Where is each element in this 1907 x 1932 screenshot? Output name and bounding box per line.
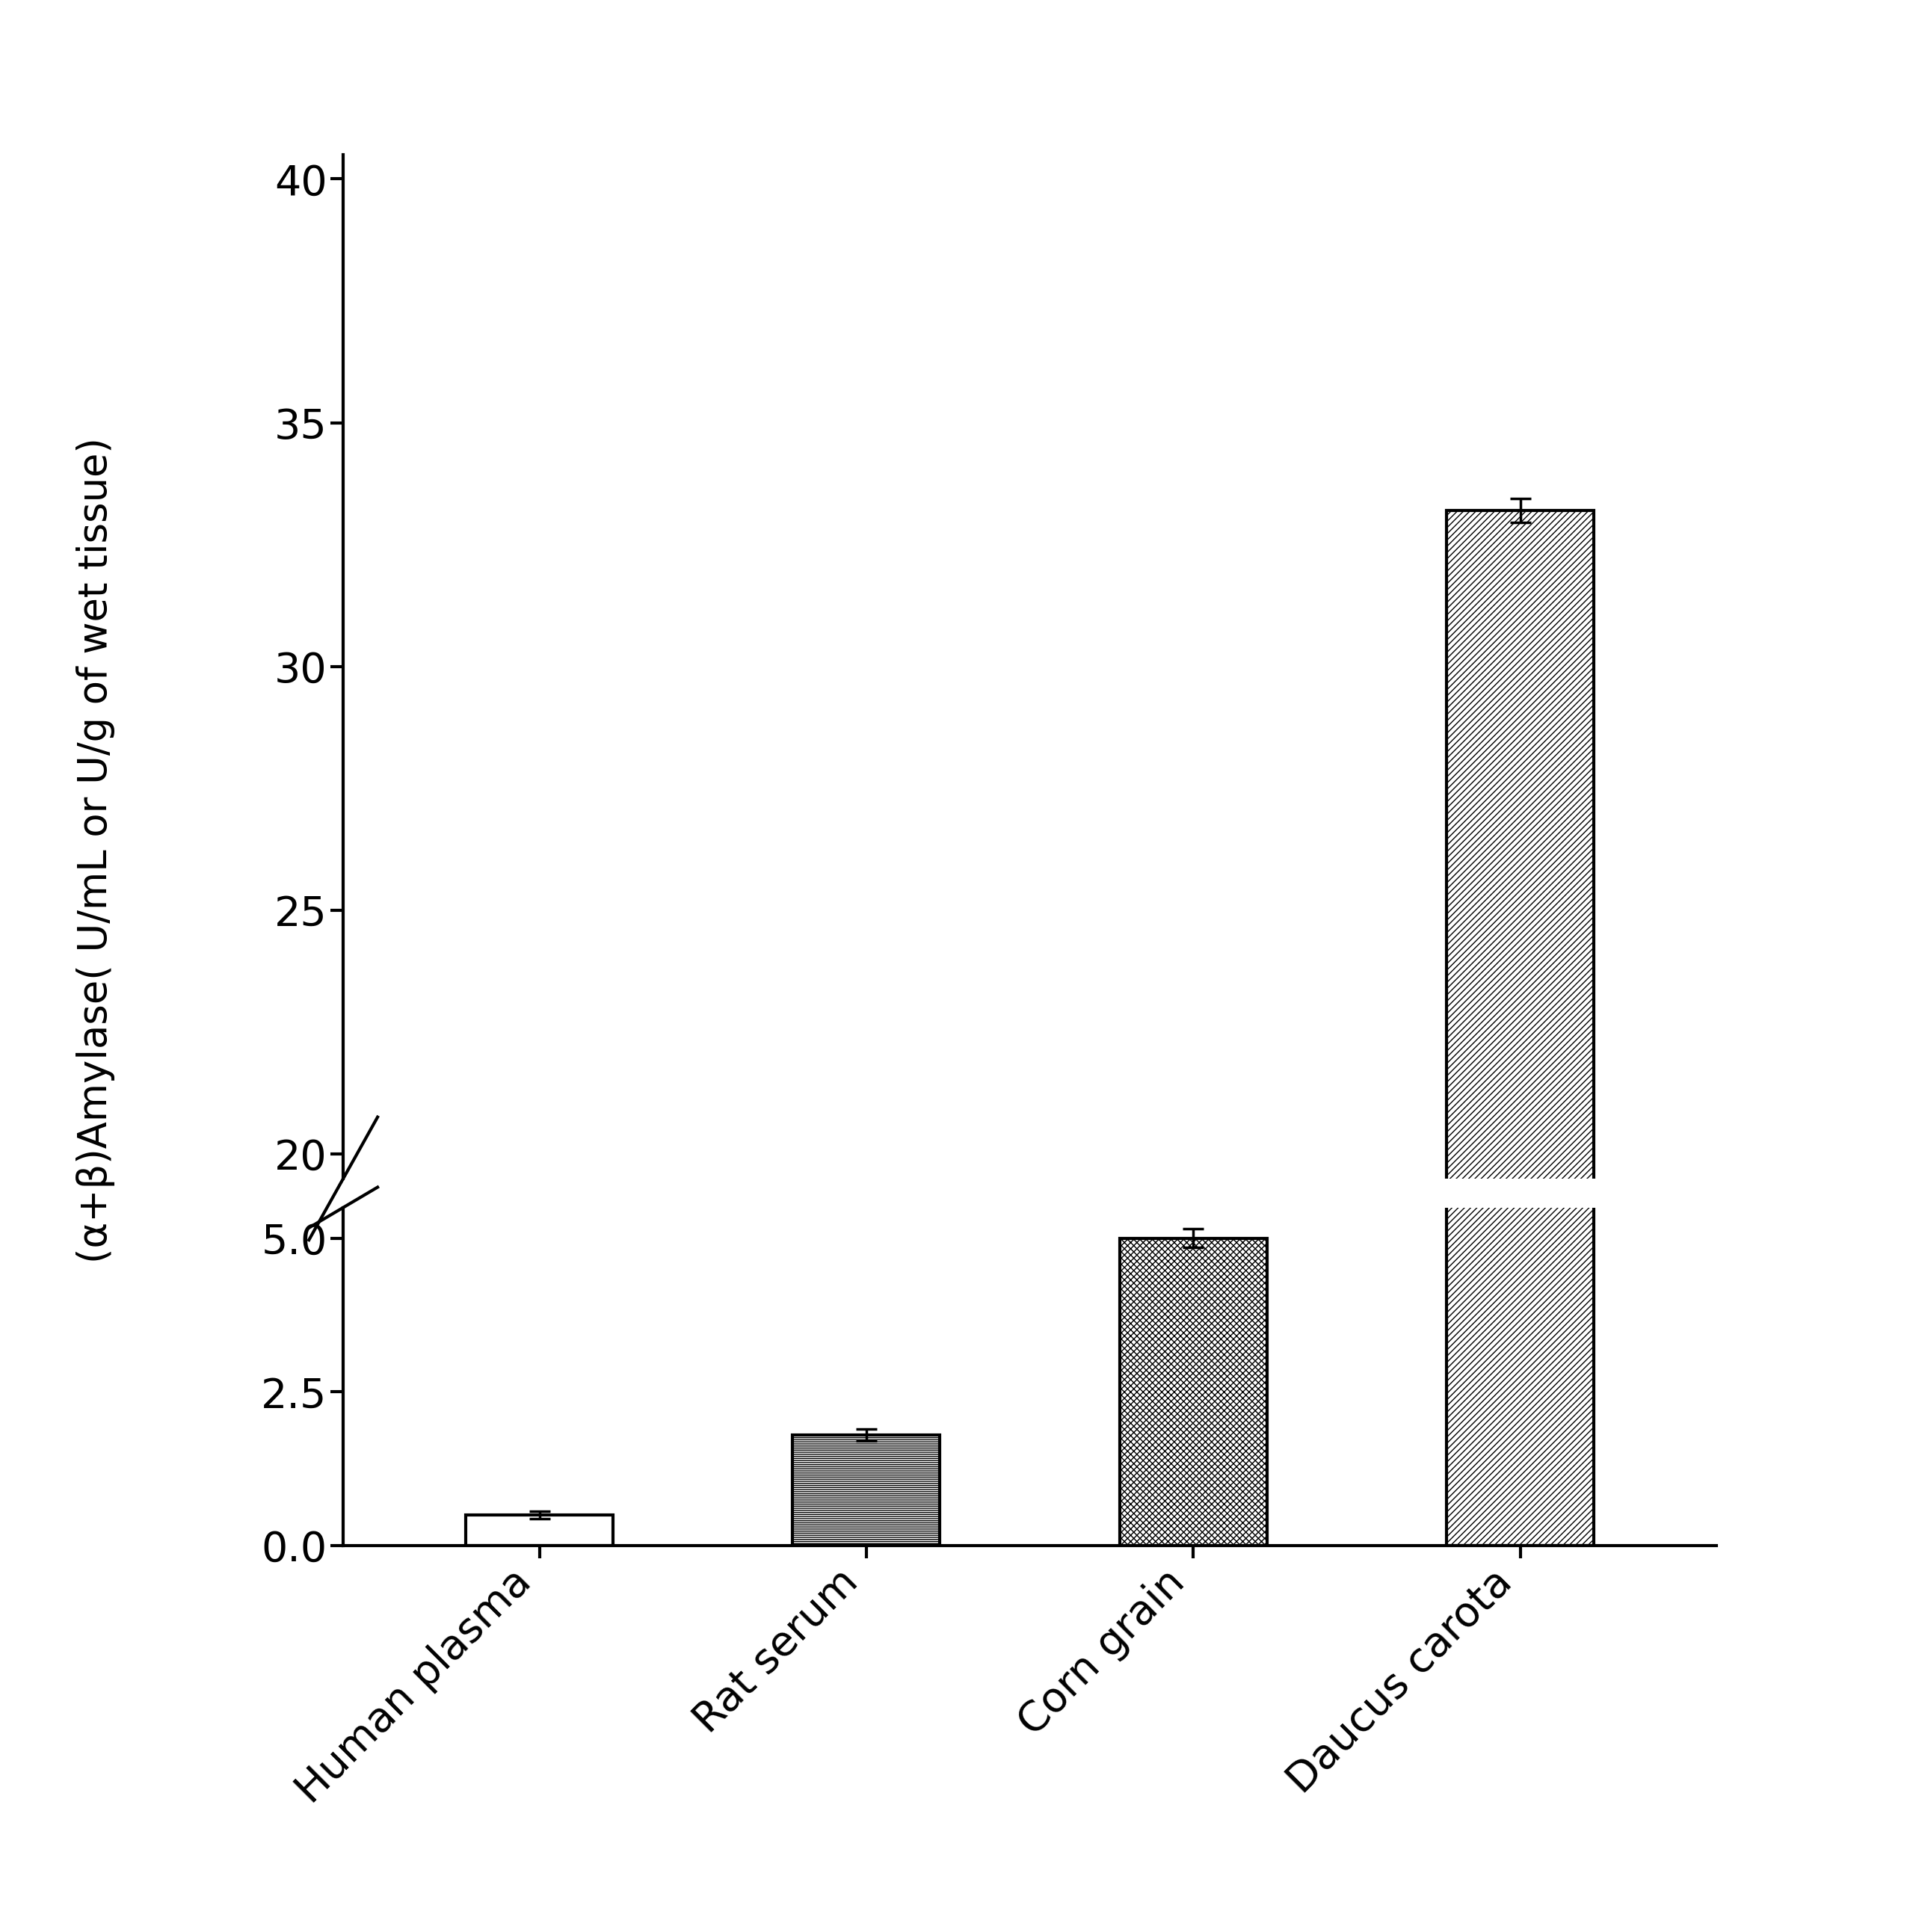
Bar <box>1447 0 1594 1546</box>
Bar <box>1119 1886 1266 1932</box>
Text: (α+β)Amylase( U/mL or U/g of wet tissue): (α+β)Amylase( U/mL or U/g of wet tissue) <box>76 437 114 1264</box>
Bar <box>1447 510 1594 1932</box>
Bar <box>793 1435 940 1546</box>
Bar <box>1119 1238 1266 1546</box>
Bar <box>465 1515 612 1546</box>
